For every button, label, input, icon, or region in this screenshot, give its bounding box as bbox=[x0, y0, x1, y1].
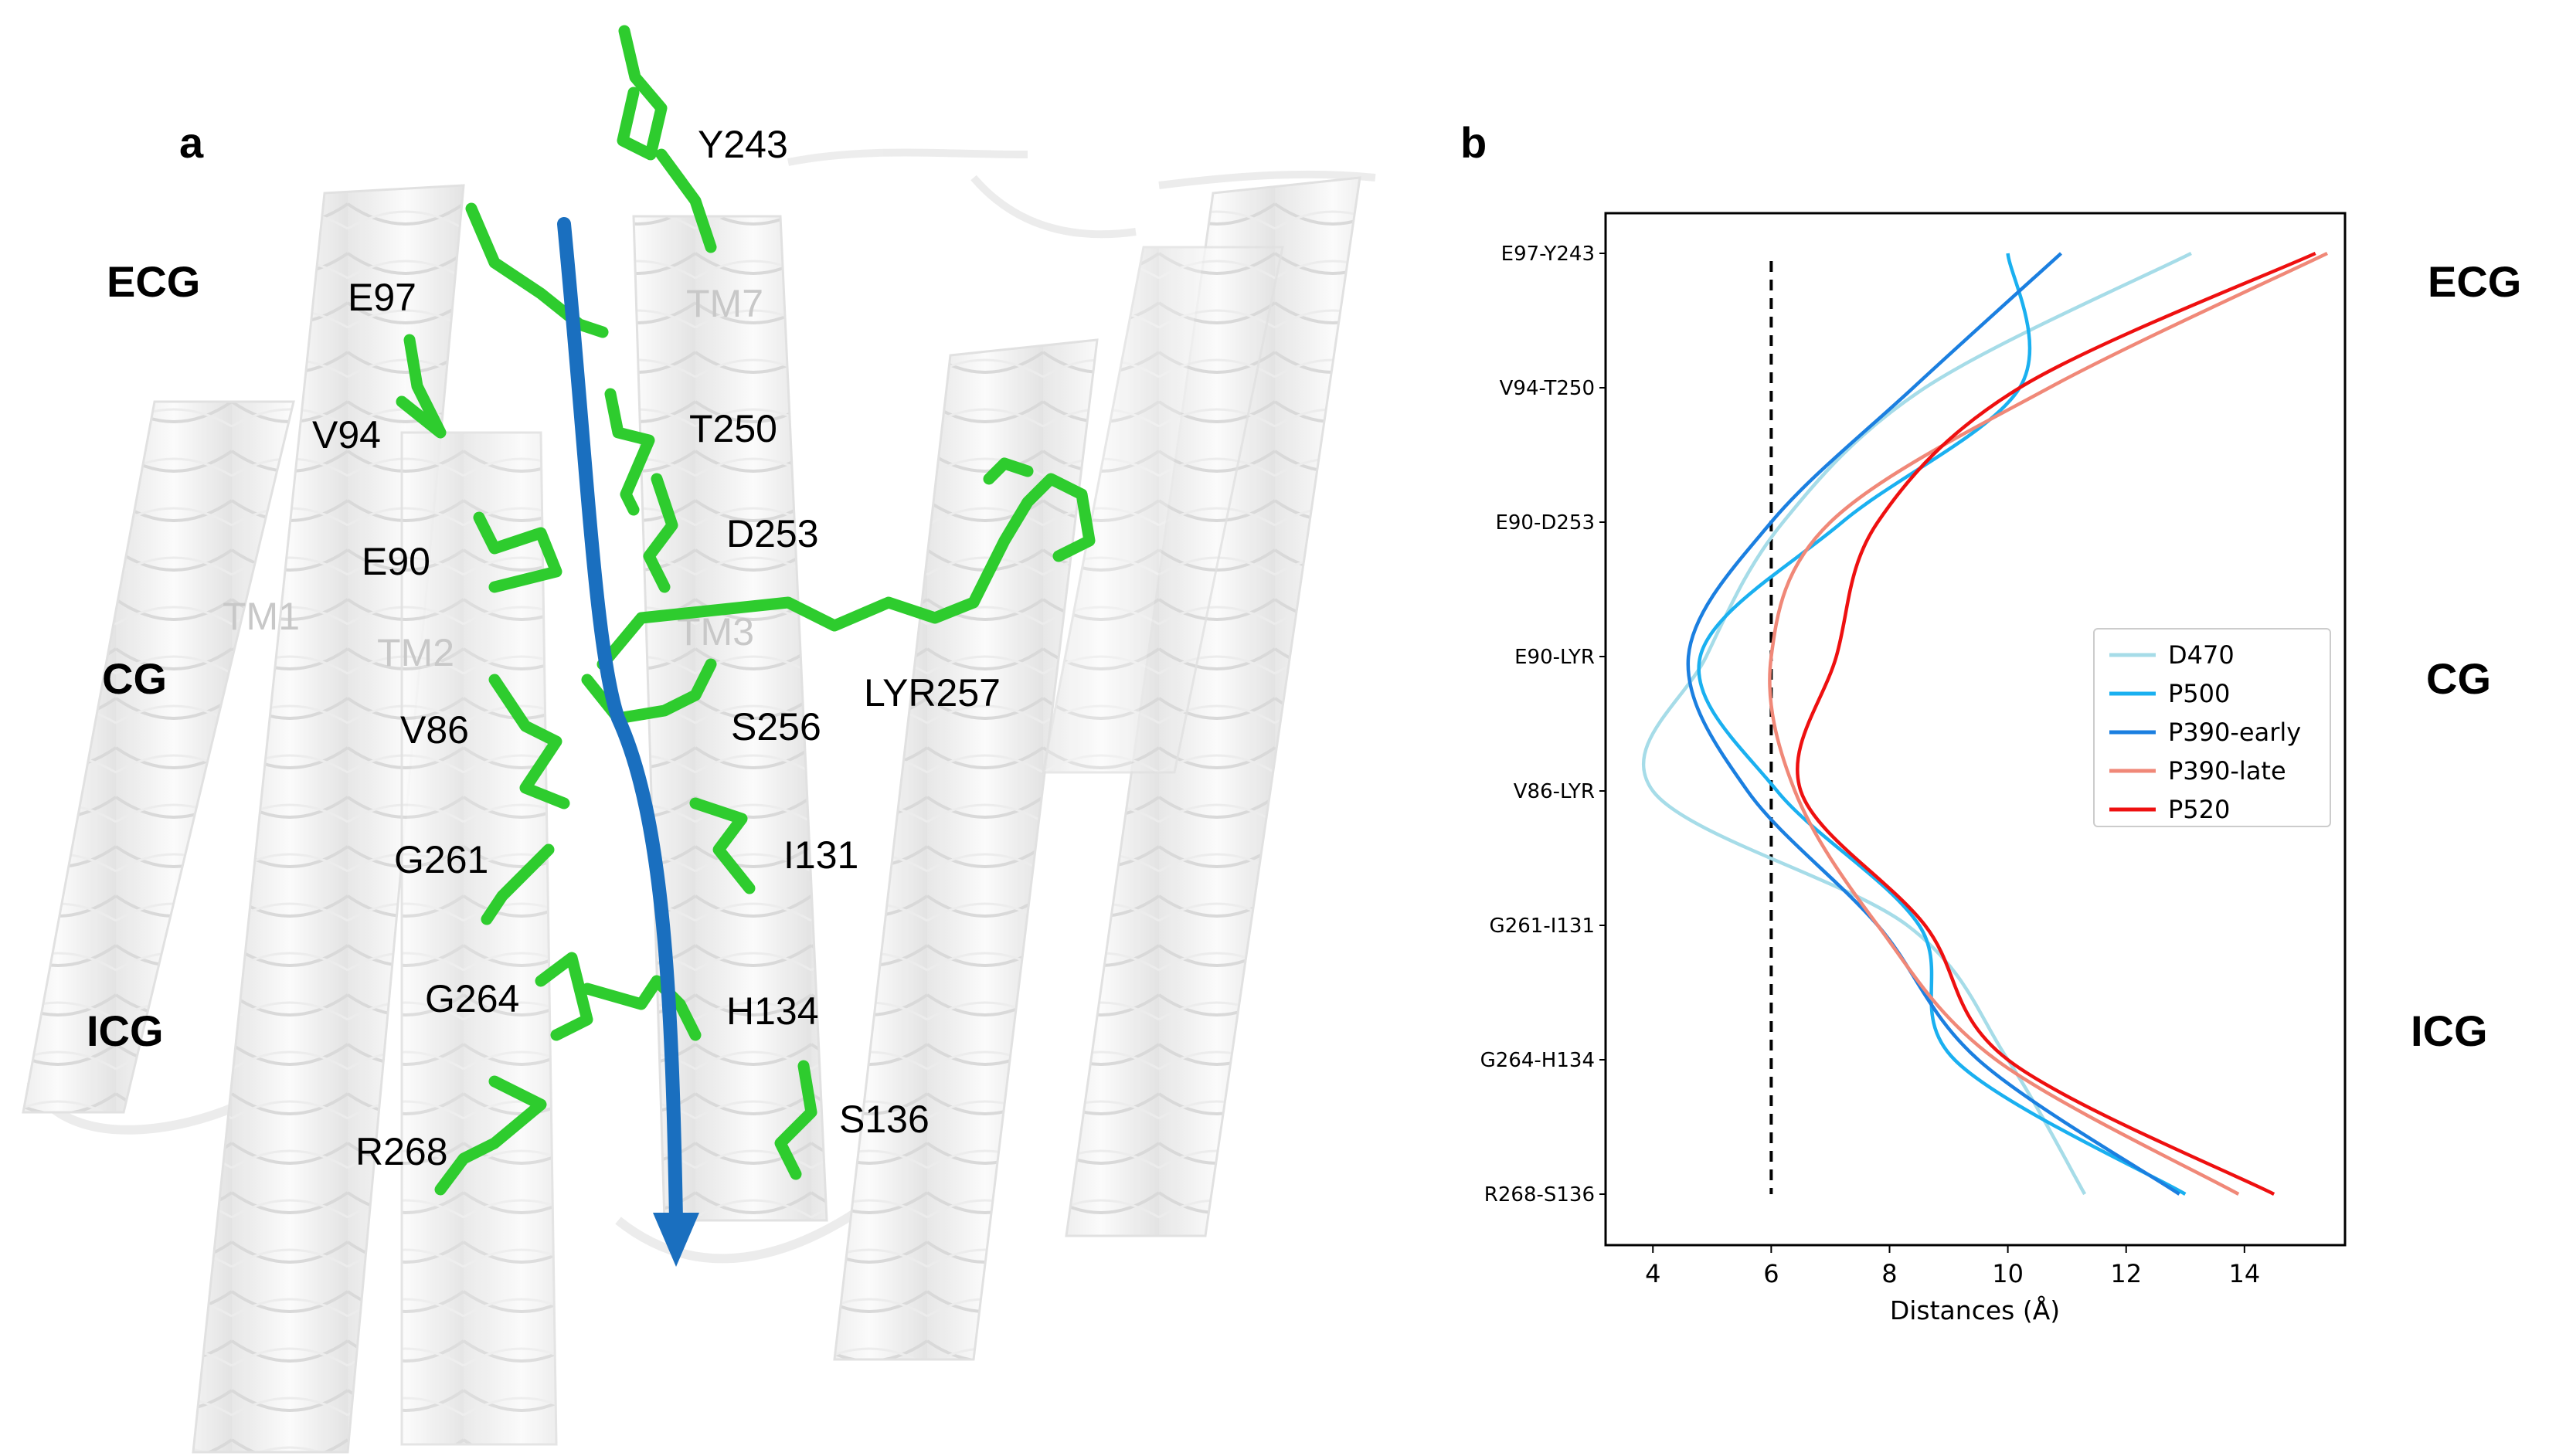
tm-label-tm2: TM2 bbox=[377, 631, 454, 674]
series-line-p390-early bbox=[1686, 252, 2180, 1196]
y-tick-label: G264-H134 bbox=[1480, 1049, 1595, 1072]
legend-label: P520 bbox=[2168, 795, 2230, 824]
y-tick-labels: E97-Y243 V94-T250 E90-D253 E90-LYR V86-LYR G2… bbox=[1480, 243, 1606, 1207]
series-line-p390-late bbox=[1768, 251, 2328, 1196]
y-tick-label: E97-Y243 bbox=[1501, 243, 1595, 266]
series-line-p520 bbox=[1796, 251, 2316, 1196]
legend-label: P390-early bbox=[2168, 718, 2301, 747]
y-tick-label: V94-T250 bbox=[1500, 377, 1595, 400]
region-ecg-a: ECG bbox=[107, 257, 200, 306]
residue-e90: E90 bbox=[362, 540, 430, 583]
y-tick-label: G261-I131 bbox=[1490, 915, 1595, 938]
residue-y243: Y243 bbox=[698, 123, 788, 166]
region-ecg-b: ECG bbox=[2428, 257, 2521, 306]
residue-e97: E97 bbox=[348, 276, 416, 319]
x-tick-label: 6 bbox=[1763, 1259, 1779, 1288]
panel-a-letter: a bbox=[179, 118, 204, 167]
x-tick-label: 4 bbox=[1645, 1259, 1660, 1288]
residue-s136: S136 bbox=[839, 1098, 930, 1141]
y-tick-label: E90-LYR bbox=[1514, 646, 1595, 669]
plot-frame bbox=[1604, 212, 2347, 1247]
x-tick-label: 8 bbox=[1881, 1259, 1897, 1288]
legend-label: D470 bbox=[2168, 640, 2235, 670]
y-tick-label: R268-S136 bbox=[1484, 1183, 1595, 1207]
x-axis-title: Distances (Å) bbox=[1890, 1295, 2060, 1325]
x-tick-label: 14 bbox=[2228, 1259, 2260, 1288]
legend-box bbox=[2093, 628, 2331, 827]
residue-h134: H134 bbox=[726, 989, 819, 1033]
y-tick-label: V86-LYR bbox=[1514, 780, 1595, 803]
residue-d253: D253 bbox=[726, 512, 819, 555]
y-tick-label: E90-D253 bbox=[1495, 511, 1595, 535]
legend: D470 P500 P390-early P390-late P520 bbox=[2093, 628, 2331, 827]
tm-label-tm7: TM7 bbox=[686, 282, 763, 325]
panel-b: b ECG CG ICG E97-Y243 V94-T250 E90-D253 E90… bbox=[1460, 118, 2521, 1325]
legend-label: P390-late bbox=[2168, 756, 2286, 786]
residue-g261: G261 bbox=[394, 838, 488, 881]
x-tick-label: 10 bbox=[1992, 1259, 2024, 1288]
residue-lyr257: LYR257 bbox=[864, 671, 1001, 714]
pathway-arrow-icon bbox=[557, 217, 699, 1267]
residue-sticks-icon bbox=[396, 25, 1096, 1196]
tm-label-tm1: TM1 bbox=[223, 595, 300, 638]
panel-a: a TM7 TM1 TM2 TM3 bbox=[22, 25, 1376, 1454]
residue-g264: G264 bbox=[425, 977, 519, 1020]
region-cg-b: CG bbox=[2426, 654, 2491, 703]
x-tick-label: 12 bbox=[2110, 1259, 2142, 1288]
series-line-d470 bbox=[1641, 251, 2192, 1196]
legend-label: P500 bbox=[2168, 679, 2230, 708]
residue-r268: R268 bbox=[355, 1130, 448, 1173]
region-icg-b: ICG bbox=[2411, 1006, 2488, 1055]
x-tick-labels: 4 6 8 10 12 14 bbox=[1645, 1245, 2260, 1288]
residue-s256: S256 bbox=[731, 705, 821, 748]
residue-v94: V94 bbox=[312, 413, 381, 456]
residue-t250: T250 bbox=[689, 407, 777, 450]
residue-i131: I131 bbox=[783, 833, 858, 877]
residue-v86: V86 bbox=[400, 708, 469, 752]
region-icg-a: ICG bbox=[87, 1006, 164, 1055]
plot-area bbox=[1641, 251, 2328, 1196]
panel-b-letter: b bbox=[1460, 118, 1487, 167]
region-cg-a: CG bbox=[102, 654, 167, 703]
